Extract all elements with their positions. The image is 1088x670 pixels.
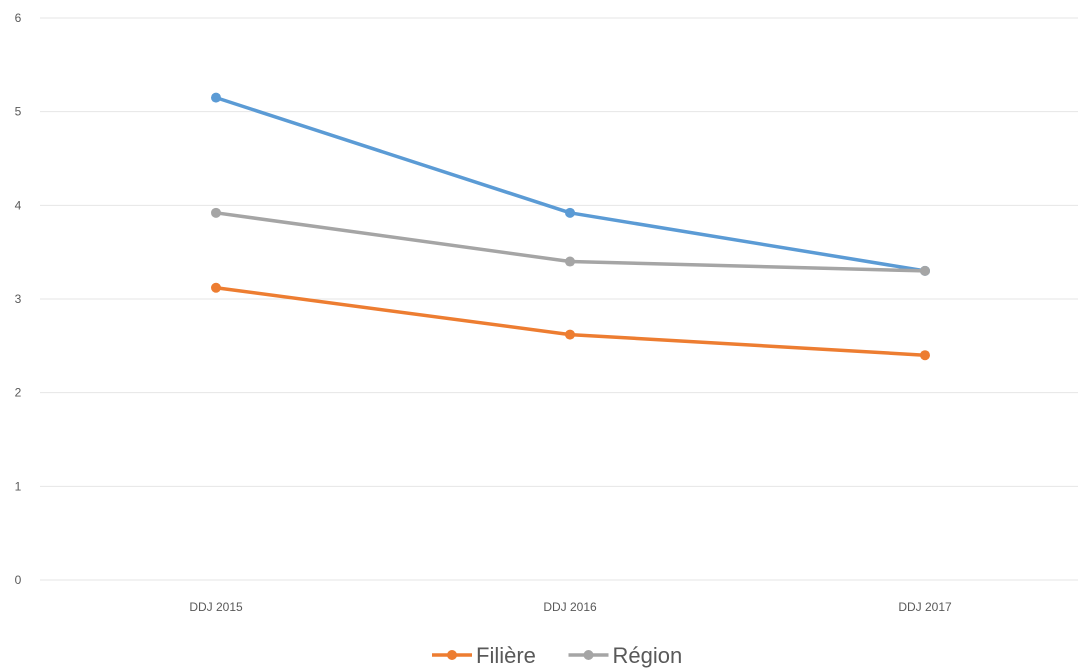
y-tick-label: 6	[15, 11, 22, 25]
legend-item: Région	[568, 643, 683, 668]
y-tick-label: 3	[15, 292, 22, 306]
legend-marker	[447, 650, 457, 660]
y-tick-label: 4	[15, 198, 22, 212]
series-lines	[211, 92, 930, 361]
series-line	[214, 95, 927, 273]
data-point	[211, 92, 221, 103]
data-point	[920, 265, 930, 276]
x-tick-label: DDJ 2015	[189, 600, 243, 614]
x-tick-label: DDJ 2017	[898, 600, 952, 614]
legend-label: Région	[613, 643, 683, 668]
y-tick-label: 5	[15, 105, 22, 119]
y-tick-label: 0	[15, 573, 22, 587]
y-tick-label: 2	[15, 386, 22, 400]
y-tick-label: 1	[15, 479, 22, 493]
data-point	[211, 282, 221, 293]
data-point	[565, 256, 575, 267]
data-point	[920, 350, 930, 361]
series-2	[211, 282, 930, 361]
series-line	[214, 286, 927, 357]
x-tick-label: DDJ 2016	[543, 600, 597, 614]
series-0	[211, 92, 930, 276]
data-point	[211, 207, 221, 218]
gridlines	[40, 17, 1078, 581]
data-point	[565, 207, 575, 218]
legend: Filière Région	[432, 643, 682, 668]
y-axis-tick-labels: 0 1 2 3 4 5 6	[15, 11, 22, 587]
legend-label: Filière	[476, 643, 536, 668]
data-point	[565, 329, 575, 340]
x-axis-tick-labels: DDJ 2015 DDJ 2016 DDJ 2017	[189, 600, 952, 614]
legend-item: Filière	[432, 643, 536, 668]
legend-marker	[583, 650, 594, 660]
series-1	[211, 207, 930, 276]
